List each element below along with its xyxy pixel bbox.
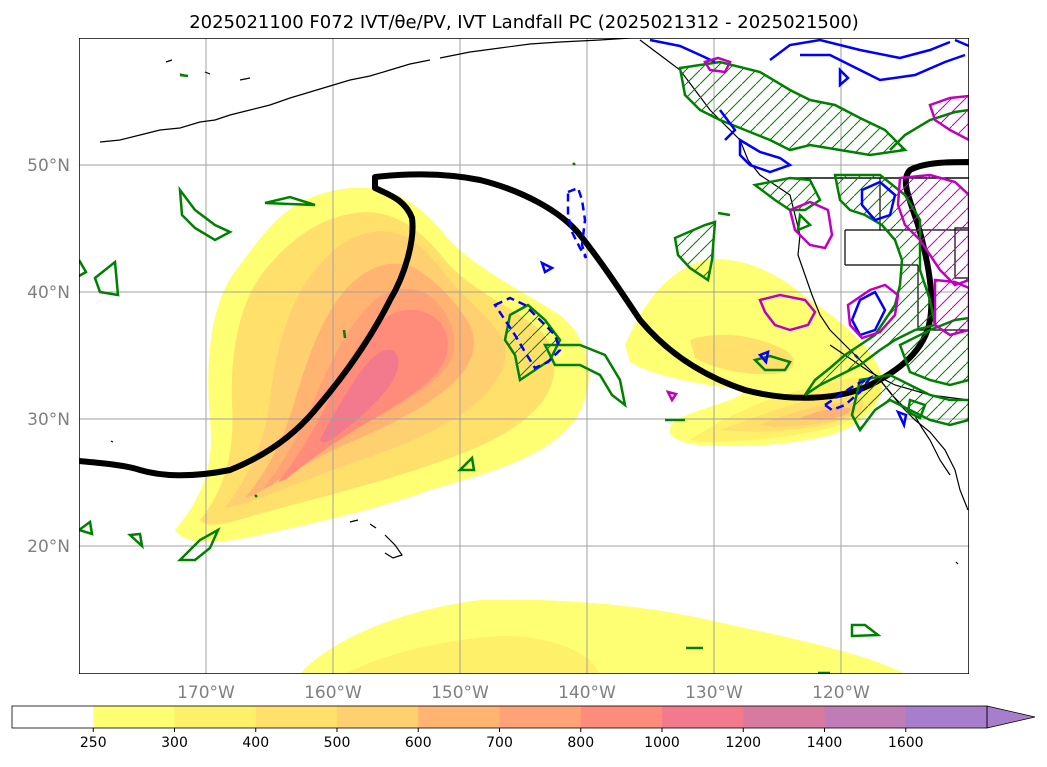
map-gridlines — [79, 38, 969, 674]
colorbar-tick-label: 800 — [567, 735, 594, 751]
colorbar-tick-label: 500 — [324, 735, 351, 751]
colorbar-tick-label: 400 — [242, 735, 269, 751]
lon-label-120w: 120°W — [812, 683, 870, 703]
colorbar-extend-arrow — [986, 705, 1036, 729]
lon-label-140w: 140°W — [558, 683, 616, 703]
lon-label-160w: 160°W — [304, 683, 362, 703]
colorbar-cell — [418, 706, 500, 728]
colorbar: 250 300 400 500 600 700 800 1000 1200 1400 1600 — [11, 705, 1036, 751]
lon-label-150w: 150°W — [431, 683, 489, 703]
colorbar-cell — [499, 706, 582, 728]
colorbar-cell — [174, 706, 257, 728]
colorbar-cell — [337, 706, 419, 728]
lat-label-20: 20°N — [27, 537, 70, 557]
colorbar-cell — [255, 706, 338, 728]
magenta-contours — [665, 56, 969, 403]
figure-title: 2025021100 F072 IVT/θe/PV, IVT Landfall … — [189, 12, 859, 33]
lat-label-50: 50°N — [27, 156, 70, 176]
colorbar-cell — [824, 706, 907, 728]
colorbar-cell — [12, 706, 94, 728]
green-contours — [79, 60, 969, 674]
blue-contours — [539, 38, 969, 430]
colorbar-cell — [580, 706, 663, 728]
lat-label-30: 30°N — [27, 410, 70, 430]
colorbar-tick-label: 300 — [161, 735, 188, 751]
colorbar-cell — [743, 706, 825, 728]
lat-labels: 50°N 40°N 30°N 20°N — [27, 156, 70, 557]
map-panel — [79, 38, 969, 674]
lon-label-130w: 130°W — [685, 683, 743, 703]
colorbar-cell — [93, 706, 175, 728]
colorbar-cell — [662, 706, 744, 728]
colorbar-tick-label: 1400 — [807, 735, 843, 751]
lon-label-170w: 170°W — [177, 683, 235, 703]
lat-label-40: 40°N — [27, 283, 70, 303]
colorbar-tick-label: 1600 — [888, 735, 924, 751]
colorbar-tick-label: 1200 — [725, 735, 761, 751]
colorbar-tick-label: 600 — [405, 735, 432, 751]
colorbar-tick-label: 700 — [486, 735, 513, 751]
lon-labels: 170°W 160°W 150°W 140°W 130°W 120°W — [177, 683, 870, 703]
blue-dashed-contours — [493, 186, 874, 412]
colorbar-cell — [905, 706, 988, 728]
colorbar-tick-label: 250 — [80, 735, 107, 751]
colorbar-tick-label: 1000 — [644, 735, 680, 751]
